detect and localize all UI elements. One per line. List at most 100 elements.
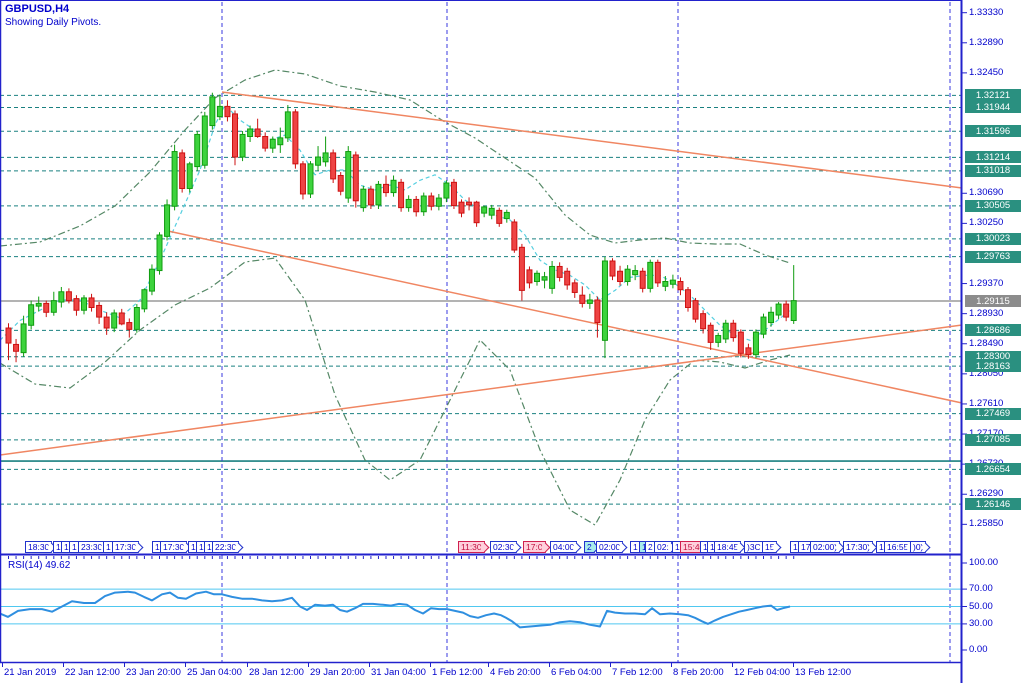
alert-flag[interactable]: 02:30 xyxy=(490,541,518,553)
candle-body xyxy=(632,270,639,276)
alert-flag[interactable]: 04:00 xyxy=(550,541,578,553)
pivot-price-badge: 1.28686 xyxy=(965,324,1021,337)
alert-flag[interactable]: 17:0 xyxy=(523,541,546,553)
candle-body xyxy=(141,289,148,310)
alert-flag[interactable]: 18:45 xyxy=(714,541,742,553)
candle-body xyxy=(677,281,684,291)
candle-body xyxy=(73,298,80,311)
alert-flag[interactable]: 17:30 xyxy=(112,541,140,553)
candle-body xyxy=(768,311,775,324)
candle-body xyxy=(156,234,163,272)
pivot-price-badge: 1.28163 xyxy=(965,360,1021,373)
candle-body xyxy=(707,324,714,343)
time-tick-label: 13 Feb 12:00 xyxy=(795,667,851,678)
candle-body xyxy=(624,268,631,283)
candle-body xyxy=(503,211,510,220)
candle-body xyxy=(277,137,284,146)
price-tick-label: 1.32450 xyxy=(969,66,1004,78)
alert-flag[interactable]: 02:00 xyxy=(596,541,624,553)
candle-body xyxy=(28,304,35,326)
candle-body xyxy=(586,299,593,304)
candle-body xyxy=(571,282,578,293)
candle-body xyxy=(420,195,427,213)
candle-body xyxy=(458,201,465,214)
candle-body xyxy=(549,265,556,289)
candle-body xyxy=(164,204,171,237)
alert-flag[interactable]: 23:30 xyxy=(78,541,106,553)
candle-body xyxy=(247,128,254,137)
candle-body xyxy=(186,163,193,189)
candle-body xyxy=(466,201,473,206)
candle-body xyxy=(315,156,322,166)
candle-body xyxy=(654,261,661,284)
candle-body xyxy=(111,312,118,329)
trendline-3 xyxy=(0,324,963,456)
time-tick-label: 25 Jan 04:00 xyxy=(187,667,242,678)
candle-body xyxy=(375,183,382,206)
bollinger-upper-band xyxy=(0,69,791,264)
price-tick-label: 1.25850 xyxy=(969,518,1004,530)
alert-flag[interactable]: )3C xyxy=(744,541,764,553)
candle-body xyxy=(594,299,601,324)
candle-body xyxy=(50,300,57,313)
current-price-badge: 1.29115 xyxy=(965,295,1021,307)
candle-body xyxy=(88,297,95,308)
alert-flag[interactable]: )0) xyxy=(910,541,927,553)
trendline-1 xyxy=(221,91,963,189)
candle-body xyxy=(541,276,548,281)
candle-body xyxy=(473,201,480,224)
candle-body xyxy=(692,300,699,320)
candle-body xyxy=(5,327,12,344)
alert-flag[interactable]: 02: xyxy=(654,541,672,553)
candle-body xyxy=(579,294,586,304)
candle-body xyxy=(224,105,231,118)
candle-body xyxy=(103,316,110,329)
candle-body xyxy=(148,268,155,292)
alert-flag[interactable]: 17:30 xyxy=(160,541,188,553)
alert-flag[interactable]: 17:30) xyxy=(843,541,874,553)
price-tick-label: 1.28930 xyxy=(969,307,1004,319)
candle-body xyxy=(360,188,367,209)
alert-flag[interactable]: 2 xyxy=(584,541,595,553)
candle-body xyxy=(488,207,495,216)
pivot-price-badge: 1.31944 xyxy=(965,101,1021,114)
candle-body xyxy=(96,304,103,318)
candle-body xyxy=(722,322,729,340)
time-tick-label: 28 Jan 12:00 xyxy=(249,667,304,678)
candle-body xyxy=(511,221,518,251)
time-tick-label: 6 Feb 04:00 xyxy=(551,667,602,678)
candle-body xyxy=(126,322,133,330)
alert-flag[interactable]: 11:30 xyxy=(458,541,485,553)
price-tick-label: 1.27170 xyxy=(969,428,1003,439)
alert-flag[interactable]: 02:00) xyxy=(810,541,841,553)
time-tick-label: 8 Feb 20:00 xyxy=(673,667,724,678)
alert-flag[interactable]: 15 xyxy=(762,541,778,553)
candle-body xyxy=(269,138,276,149)
time-tick-label: 29 Jan 20:00 xyxy=(310,667,365,678)
candle-body xyxy=(179,152,186,189)
candle-body xyxy=(35,302,42,307)
candle-body xyxy=(118,312,125,325)
rsi-level-label: 100.00 xyxy=(969,557,999,568)
candle-body xyxy=(133,306,140,330)
chart-subtitle: Showing Daily Pivots. xyxy=(5,17,102,28)
candle-body xyxy=(330,152,337,180)
time-tick-label: 7 Feb 12:00 xyxy=(612,667,663,678)
pivot-price-badge: 1.26146 xyxy=(965,498,1021,511)
alert-flag[interactable]: 18:30 xyxy=(25,541,53,553)
candle-body xyxy=(783,303,790,318)
price-tick-label: 1.30250 xyxy=(969,217,1004,229)
price-tick-label: 1.28050 xyxy=(969,367,1004,379)
candle-body xyxy=(345,151,352,199)
candle-body xyxy=(216,105,223,118)
candle-body xyxy=(292,111,299,165)
alert-flag[interactable]: 22:30 xyxy=(212,541,240,553)
alert-flag[interactable]: 16:55 xyxy=(884,541,912,553)
pivot-price-badge: 1.27085 xyxy=(965,433,1021,446)
candle-body xyxy=(601,260,608,341)
candle-body xyxy=(322,152,329,163)
candle-body xyxy=(20,323,27,354)
candle-body xyxy=(534,272,540,283)
candle-body xyxy=(299,163,306,195)
